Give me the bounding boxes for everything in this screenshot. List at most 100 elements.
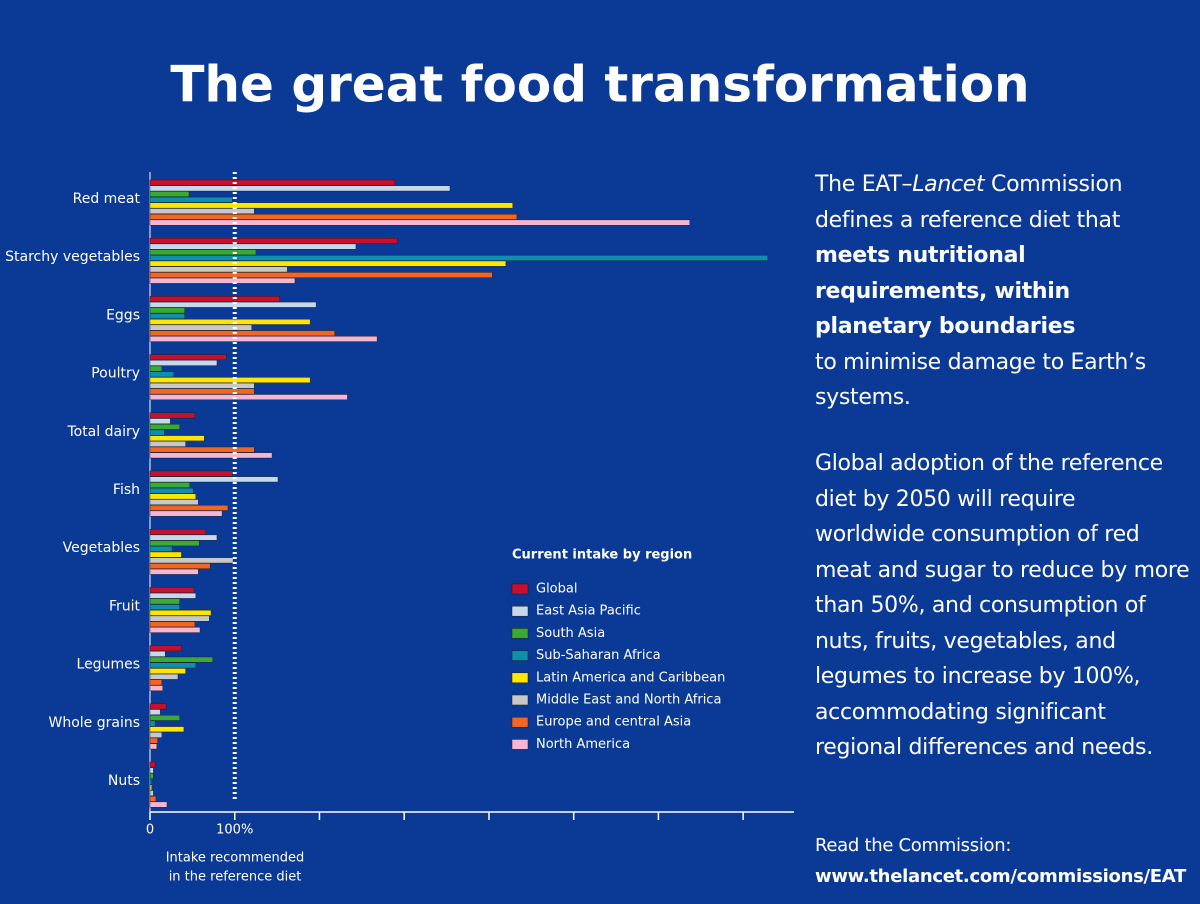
bar	[149, 365, 163, 372]
bar	[149, 615, 210, 622]
bar	[149, 720, 156, 727]
text: meets nutritional requirements, within p…	[815, 243, 1076, 339]
bar	[149, 418, 171, 425]
bar	[149, 773, 154, 779]
legend-swatch	[511, 672, 529, 684]
intro-text: The EAT–Lancet Commission defines a refe…	[815, 167, 1190, 416]
bar	[149, 557, 234, 564]
bar	[149, 324, 252, 331]
bar	[149, 668, 186, 674]
bar	[149, 651, 166, 657]
legend-swatch	[511, 739, 529, 750]
y-tick-label: Starchy vegetables	[5, 249, 140, 265]
bar	[149, 272, 493, 278]
bar	[149, 778, 152, 785]
bar	[149, 801, 168, 808]
bar	[149, 191, 190, 197]
bar	[149, 761, 156, 768]
bar	[149, 441, 186, 447]
y-tick-label: Poultry	[91, 366, 140, 382]
bar	[149, 598, 180, 605]
bar	[149, 371, 174, 378]
y-tick-label: Total dairy	[66, 424, 140, 440]
bar	[149, 790, 154, 797]
bar	[149, 546, 173, 552]
bar	[149, 482, 191, 488]
bar	[149, 726, 185, 733]
bar	[149, 255, 768, 261]
x-tick-label: 0	[146, 823, 154, 838]
adoption-text: Global adoption of the reference diet by…	[815, 451, 1190, 760]
bar	[149, 534, 218, 541]
legend-label: Europe and central Asia	[536, 715, 691, 730]
bar	[149, 266, 288, 273]
bar	[149, 627, 201, 633]
bar	[149, 446, 255, 453]
legend-label: South Asia	[536, 626, 605, 641]
legend-swatch	[511, 716, 529, 728]
bar	[149, 435, 205, 442]
bar	[149, 563, 211, 569]
legend-swatch	[511, 628, 529, 639]
legend-label: East Asia Pacific	[536, 604, 641, 619]
text: Lancet	[912, 172, 985, 197]
read-label: Read the Commission:	[815, 835, 1012, 856]
bar	[149, 715, 180, 721]
bar	[149, 429, 165, 436]
bar	[149, 237, 398, 244]
bar	[149, 208, 255, 215]
bar	[149, 307, 185, 314]
legend-swatch	[511, 583, 529, 595]
bar	[149, 679, 163, 686]
bar	[149, 568, 199, 575]
bar	[149, 213, 518, 220]
link[interactable]: www.thelancet.com/commissions/EAT	[815, 866, 1187, 887]
bar	[149, 732, 163, 738]
bar	[149, 277, 296, 284]
bar	[149, 645, 182, 652]
bar	[149, 673, 179, 680]
bar	[149, 499, 199, 506]
bar	[149, 551, 182, 558]
axis-note: Intake recommended	[166, 851, 305, 866]
legend-label: North America	[536, 737, 630, 752]
y-tick-label: Whole grains	[48, 715, 140, 731]
bar	[149, 796, 157, 802]
bar	[149, 703, 167, 710]
bar	[149, 179, 396, 186]
bar	[149, 685, 163, 692]
y-tick-label: Eggs	[106, 307, 140, 323]
bar	[149, 330, 335, 337]
y-tick-label: Legumes	[77, 657, 140, 673]
bar	[149, 319, 311, 325]
bar	[149, 336, 378, 342]
bar	[149, 452, 273, 459]
bar	[149, 377, 311, 383]
axis-note: in the reference diet	[169, 870, 302, 885]
chart-title: The great food transformation	[170, 56, 1029, 114]
bar	[149, 296, 280, 302]
bar	[149, 510, 223, 517]
bar	[149, 656, 213, 663]
bar	[149, 260, 507, 267]
text: Commission defines a reference diet that	[815, 172, 1123, 233]
y-tick-label: Red meat	[73, 191, 141, 207]
legend-label: Latin America and Caribbean	[536, 670, 725, 685]
bar	[149, 487, 194, 494]
bar	[149, 219, 690, 226]
bar	[149, 313, 185, 320]
bar	[149, 662, 196, 669]
legend-label: Global	[536, 582, 577, 597]
x-tick-label: 100%	[216, 823, 253, 838]
bar	[149, 424, 180, 430]
bar	[149, 470, 233, 477]
bar	[149, 354, 227, 361]
legend-swatch	[511, 694, 529, 706]
bar	[149, 743, 157, 750]
bar	[149, 394, 348, 401]
bar	[149, 476, 279, 483]
bar	[149, 767, 154, 774]
bar	[149, 412, 196, 419]
legend-label: Sub-Saharan Africa	[536, 648, 661, 663]
